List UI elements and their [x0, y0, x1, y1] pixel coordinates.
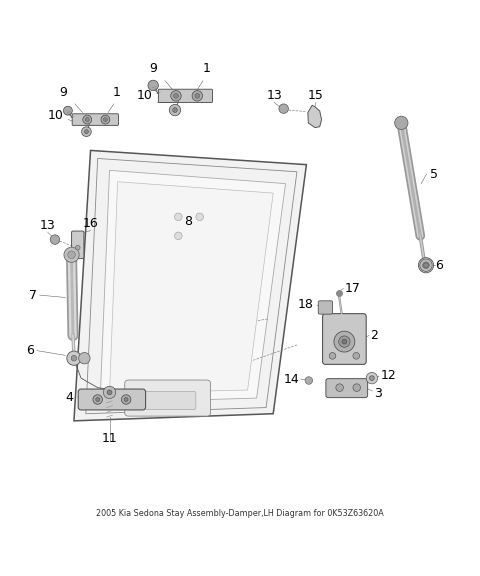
Circle shape — [175, 232, 182, 240]
Circle shape — [353, 353, 360, 359]
Text: 3: 3 — [374, 387, 382, 400]
Text: 10: 10 — [48, 109, 64, 122]
Text: 14: 14 — [284, 373, 300, 385]
Circle shape — [101, 115, 110, 124]
Circle shape — [366, 373, 378, 384]
Circle shape — [67, 351, 81, 365]
Circle shape — [121, 395, 131, 404]
Circle shape — [423, 262, 429, 268]
Text: 6: 6 — [435, 259, 444, 272]
Circle shape — [75, 245, 80, 250]
Circle shape — [192, 90, 203, 101]
FancyBboxPatch shape — [323, 313, 366, 365]
PathPatch shape — [308, 105, 322, 128]
FancyBboxPatch shape — [136, 392, 196, 410]
Circle shape — [334, 331, 355, 352]
Circle shape — [174, 93, 179, 98]
FancyBboxPatch shape — [158, 89, 213, 103]
Circle shape — [79, 353, 90, 364]
PathPatch shape — [100, 170, 286, 403]
Text: 8: 8 — [184, 215, 192, 228]
Circle shape — [195, 93, 200, 98]
Circle shape — [103, 386, 116, 399]
PathPatch shape — [109, 181, 273, 393]
Text: 1: 1 — [113, 86, 120, 99]
Circle shape — [196, 213, 204, 221]
FancyBboxPatch shape — [318, 301, 333, 314]
Text: 13: 13 — [266, 89, 282, 102]
Circle shape — [84, 130, 88, 134]
Circle shape — [395, 116, 408, 130]
PathPatch shape — [74, 150, 306, 421]
FancyBboxPatch shape — [72, 114, 119, 126]
Circle shape — [148, 80, 158, 90]
Text: 5: 5 — [430, 168, 438, 181]
Circle shape — [342, 339, 347, 344]
Text: 2005 Kia Sedona Stay Assembly-Damper,LH Diagram for 0K53Z63620A: 2005 Kia Sedona Stay Assembly-Damper,LH … — [96, 509, 384, 518]
FancyBboxPatch shape — [78, 389, 145, 410]
Text: 17: 17 — [344, 282, 360, 294]
Circle shape — [68, 251, 75, 259]
Circle shape — [50, 235, 60, 244]
Circle shape — [85, 118, 89, 122]
Text: 7: 7 — [29, 289, 37, 302]
Circle shape — [420, 259, 432, 271]
Circle shape — [71, 355, 77, 361]
Text: 13: 13 — [40, 219, 56, 232]
Circle shape — [419, 257, 433, 273]
Circle shape — [312, 113, 317, 119]
Circle shape — [82, 127, 91, 137]
Circle shape — [424, 263, 428, 268]
Circle shape — [353, 384, 360, 392]
Text: 16: 16 — [83, 217, 98, 230]
Text: 1: 1 — [203, 62, 211, 75]
Circle shape — [279, 104, 288, 113]
Text: 6: 6 — [26, 344, 34, 357]
FancyBboxPatch shape — [125, 380, 211, 416]
Circle shape — [103, 118, 108, 122]
Circle shape — [64, 247, 79, 263]
Text: 15: 15 — [308, 89, 324, 102]
Text: 10: 10 — [136, 89, 152, 101]
Circle shape — [171, 90, 181, 101]
Circle shape — [83, 115, 92, 124]
Circle shape — [124, 397, 128, 401]
Text: 4: 4 — [65, 391, 73, 404]
Text: 9: 9 — [149, 62, 157, 75]
Circle shape — [93, 395, 102, 404]
Circle shape — [107, 390, 112, 395]
FancyBboxPatch shape — [326, 378, 368, 397]
Circle shape — [339, 336, 350, 347]
Text: 2: 2 — [371, 329, 378, 342]
Circle shape — [305, 377, 312, 384]
FancyBboxPatch shape — [72, 231, 84, 259]
Circle shape — [96, 397, 99, 401]
Text: 9: 9 — [59, 86, 67, 99]
Circle shape — [336, 384, 343, 392]
Circle shape — [169, 104, 180, 116]
Circle shape — [329, 353, 336, 359]
Circle shape — [173, 108, 178, 112]
Circle shape — [175, 213, 182, 221]
Text: 18: 18 — [298, 298, 313, 310]
Circle shape — [63, 106, 72, 115]
Text: 12: 12 — [381, 369, 396, 382]
Circle shape — [370, 376, 374, 381]
Text: 11: 11 — [102, 431, 118, 445]
